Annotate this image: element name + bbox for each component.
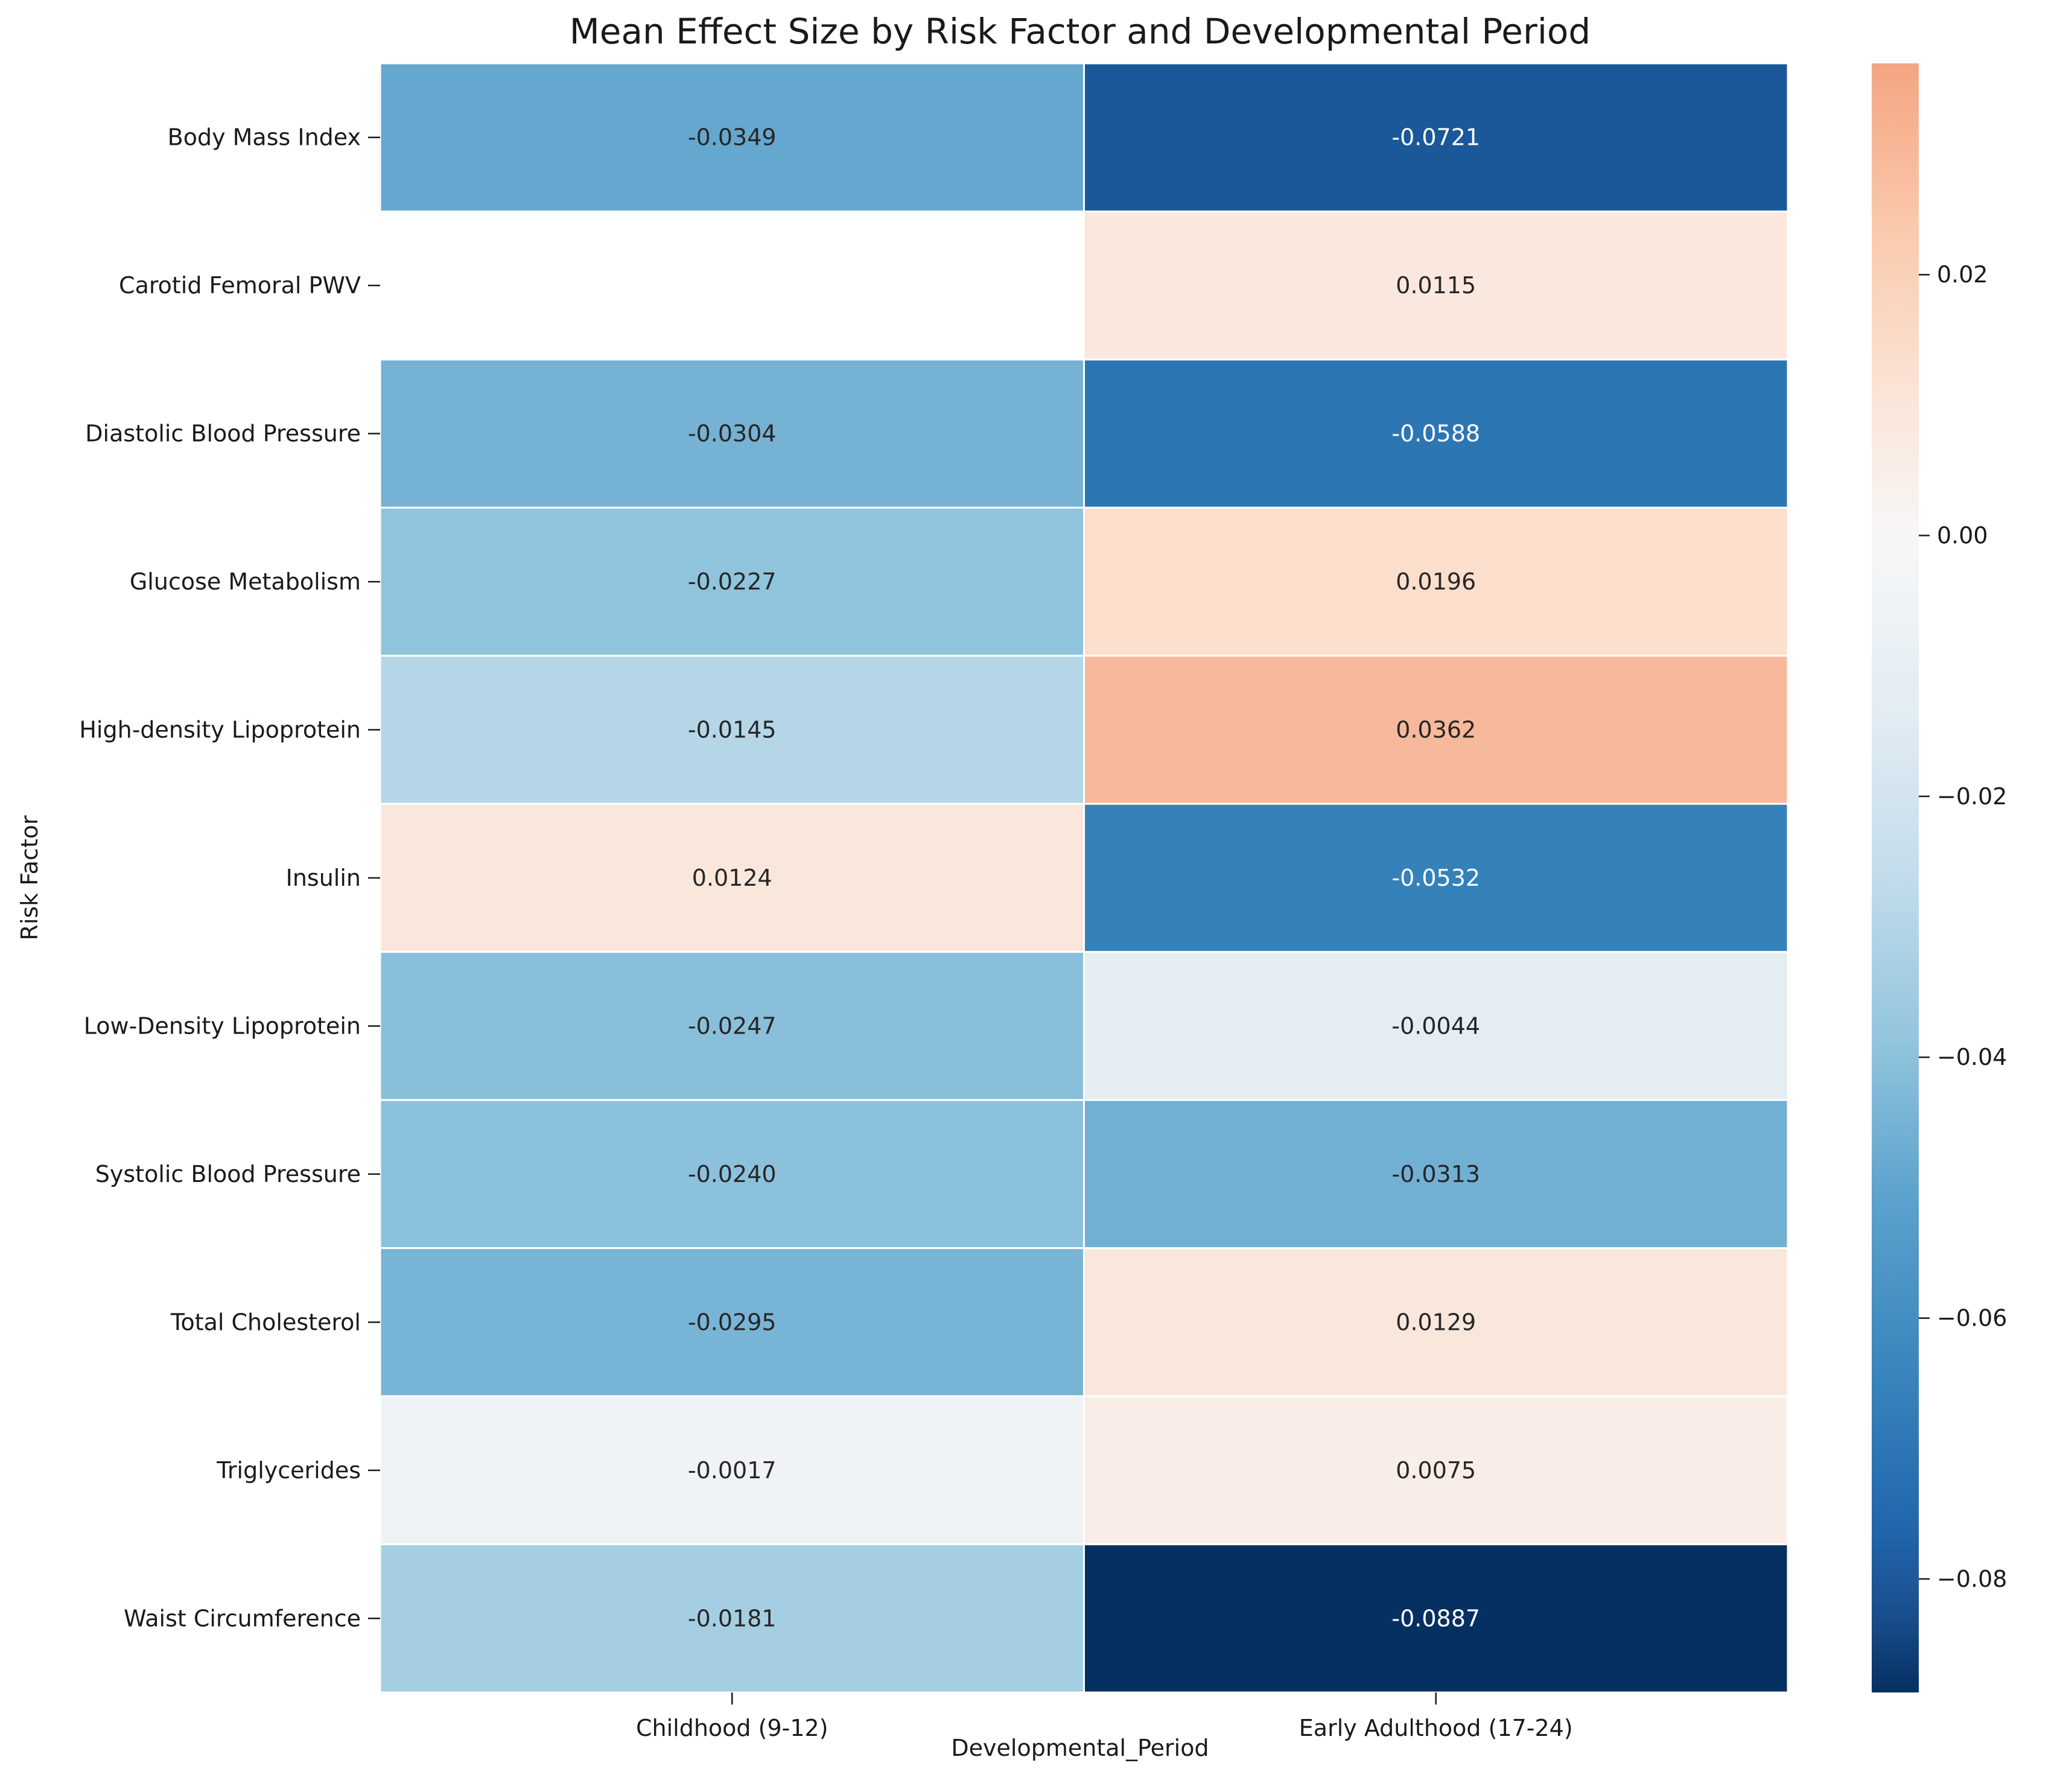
row-label-triglycerides: Triglycerides <box>216 1457 361 1484</box>
chart-title: Mean Effect Size by Risk Factor and Deve… <box>570 11 1591 52</box>
cell-value-carotid-femoral-pwv-early-adulthood: 0.0115 <box>1396 272 1476 299</box>
heatmap-cell-body-mass-index-early-adulthood <box>1083 62 1789 212</box>
heatmap-cell-high-density-lipoprotein-childhood <box>379 655 1085 805</box>
heatmap-cell-systolic-blood-pressure-early-adulthood <box>1083 1099 1789 1250</box>
cell-value-total-cholesterol-early-adulthood: 0.0129 <box>1396 1309 1476 1335</box>
y-axis-label: Risk Factor <box>16 815 43 941</box>
colorbar-tick-label: 0.02 <box>1937 261 1988 288</box>
cell-value-waist-circumference-childhood: -0.0181 <box>688 1605 777 1632</box>
row-label-insulin: Insulin <box>286 865 361 891</box>
cell-value-low-density-lipoprotein-childhood: -0.0247 <box>688 1012 777 1039</box>
colorbar-tick-label: −0.02 <box>1937 783 2007 810</box>
cell-value-waist-circumference-early-adulthood: -0.0887 <box>1391 1605 1480 1632</box>
row-tick-labels: Body Mass Index Carotid Femoral PWV Diasto… <box>79 124 380 1632</box>
x-axis-label: Developmental_Period <box>951 1735 1209 1761</box>
colorbar: 0.02 0.00 −0.02 −0.04 −0.06 −0.08 <box>1872 63 2007 1692</box>
colorbar-ticks: 0.02 0.00 −0.02 −0.04 −0.06 −0.08 <box>1919 261 2007 1592</box>
heatmap-cell-insulin-early-adulthood <box>1083 802 1789 953</box>
cell-value-systolic-blood-pressure-childhood: -0.0240 <box>688 1161 777 1187</box>
cell-value-body-mass-index-early-adulthood: -0.0721 <box>1391 124 1480 151</box>
heatmap-cell-carotid-femoral-pwv-early-adulthood <box>1083 210 1789 361</box>
row-label-diastolic-blood-pressure: Diastolic Blood Pressure <box>85 421 361 447</box>
heatmap-cell-triglycerides-early-adulthood <box>1083 1395 1789 1546</box>
row-label-glucose-metabolism: Glucose Metabolism <box>130 568 361 595</box>
cell-value-low-density-lipoprotein-early-adulthood: -0.0044 <box>1391 1012 1480 1039</box>
cell-value-triglycerides-childhood: -0.0017 <box>688 1457 777 1484</box>
colorbar-gradient <box>1872 63 1919 1692</box>
colorbar-tick-label: 0.00 <box>1937 523 1988 549</box>
cell-value-insulin-early-adulthood: -0.0532 <box>1391 865 1480 891</box>
cell-value-high-density-lipoprotein-early-adulthood: 0.0362 <box>1396 717 1476 743</box>
heatmap-cell-insulin-childhood <box>379 802 1085 953</box>
heatmap-cell-body-mass-index-childhood <box>379 62 1085 212</box>
heatmap-cell-glucose-metabolism-childhood <box>379 506 1085 657</box>
heatmap-cell-waist-circumference-early-adulthood <box>1083 1543 1789 1694</box>
colorbar-tick-label: −0.08 <box>1937 1566 2007 1592</box>
cell-value-diastolic-blood-pressure-childhood: -0.0304 <box>688 421 777 447</box>
cell-value-glucose-metabolism-childhood: -0.0227 <box>688 568 777 595</box>
cell-value-body-mass-index-childhood: -0.0349 <box>688 124 777 151</box>
row-label-body-mass-index: Body Mass Index <box>168 124 361 151</box>
heatmap-cell-low-density-lipoprotein-early-adulthood <box>1083 951 1789 1101</box>
column-label-early-adulthood-17-24: Early Adulthood (17-24) <box>1299 1715 1573 1741</box>
row-label-waist-circumference: Waist Circumference <box>124 1605 361 1632</box>
heatmap-cell-low-density-lipoprotein-childhood <box>379 951 1085 1101</box>
cell-value-diastolic-blood-pressure-early-adulthood: -0.0588 <box>1391 421 1480 447</box>
heatmap-cell-systolic-blood-pressure-childhood <box>379 1099 1085 1250</box>
heatmap-cell-diastolic-blood-pressure-childhood <box>379 358 1085 509</box>
heatmap-cell-total-cholesterol-early-adulthood <box>1083 1247 1789 1397</box>
cell-value-glucose-metabolism-early-adulthood: 0.0196 <box>1396 568 1476 595</box>
column-tick-labels: Childhood (9-12) Early Adulthood (17-24) <box>636 1692 1573 1741</box>
cell-value-high-density-lipoprotein-childhood: -0.0145 <box>688 717 777 743</box>
heatmap-cell-waist-circumference-childhood <box>379 1543 1085 1694</box>
cell-value-triglycerides-early-adulthood: 0.0075 <box>1396 1457 1476 1484</box>
cell-value-total-cholesterol-childhood: -0.0295 <box>688 1309 777 1335</box>
cell-value-insulin-childhood: 0.0124 <box>692 865 772 891</box>
row-label-carotid-femoral-pwv: Carotid Femoral PWV <box>119 272 361 299</box>
row-label-high-density-lipoprotein: High-density Lipoprotein <box>79 717 361 743</box>
heatmap-cells: -0.0349 -0.0721 0.0115 -0.0304 -0.0588 -0.022… <box>379 62 1789 1694</box>
row-label-low-density-lipoprotein: Low-Density Lipoprotein <box>84 1012 361 1039</box>
cell-value-systolic-blood-pressure-early-adulthood: -0.0313 <box>1391 1161 1480 1187</box>
colorbar-tick-label: −0.04 <box>1937 1044 2007 1070</box>
colorbar-tick-label: −0.06 <box>1937 1305 2007 1332</box>
heatmap-cell-diastolic-blood-pressure-early-adulthood <box>1083 358 1789 509</box>
row-label-total-cholesterol: Total Cholesterol <box>170 1309 361 1335</box>
row-label-systolic-blood-pressure: Systolic Blood Pressure <box>95 1161 361 1187</box>
column-label-childhood-9-12: Childhood (9-12) <box>636 1715 828 1741</box>
